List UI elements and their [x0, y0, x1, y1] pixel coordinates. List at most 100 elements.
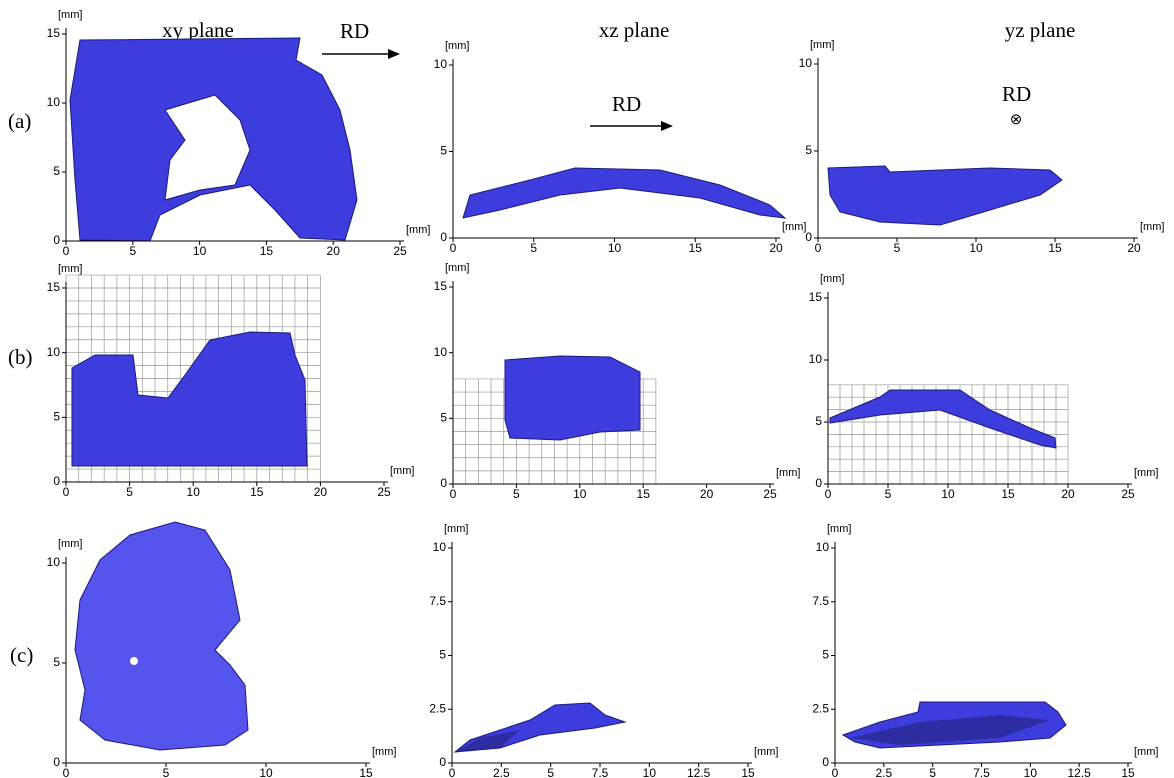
y-tick-label: 10 [799, 56, 813, 70]
x-tick-label: 25 [763, 487, 777, 501]
x-axis-unit: [mm] [1134, 746, 1158, 758]
x-tick-label: 10 [259, 766, 273, 778]
x-tick-label: 25 [1121, 487, 1135, 501]
x-tick-label: 12.5 [1067, 766, 1091, 778]
x-tick-label: 20 [314, 485, 328, 499]
x-tick-label: 15 [359, 766, 373, 778]
x-axis-unit: [mm] [1140, 221, 1164, 233]
x-axis-unit: [mm] [1134, 467, 1158, 479]
row-label: (c) [10, 643, 33, 667]
y-tick-label: 0 [805, 230, 812, 244]
x-tick-label: 0 [832, 766, 839, 778]
x-tick-label: 20 [1061, 487, 1075, 501]
shape [69, 37, 358, 242]
shape [462, 167, 787, 219]
x-tick-label: 7.5 [973, 766, 990, 778]
x-tick-label: 7.5 [592, 766, 609, 778]
x-tick-label: 25 [377, 485, 391, 499]
y-tick-label: 5 [440, 144, 447, 158]
y-tick-label: 5 [815, 414, 822, 428]
x-axis-unit: [mm] [372, 746, 396, 758]
y-tick-label: 0 [53, 233, 60, 247]
y-tick-label: 2.5 [429, 701, 446, 715]
shade [455, 730, 520, 752]
x-tick-label: 5 [129, 244, 136, 258]
y-tick-label: 10 [47, 345, 61, 359]
y-tick-label: 0 [53, 474, 60, 488]
y-tick-label: 15 [809, 290, 823, 304]
y-tick-label: 5 [53, 655, 60, 669]
x-tick-label: 25 [393, 244, 407, 258]
y-axis-unit: [mm] [827, 523, 851, 535]
y-tick-label: 0 [822, 755, 829, 769]
y-tick-label: 7.5 [812, 594, 829, 608]
x-tick-label: 0 [449, 766, 456, 778]
y-tick-label: 15 [434, 279, 448, 293]
x-tick-label: 20 [1127, 241, 1141, 255]
x-axis-unit: [mm] [406, 224, 430, 236]
x-tick-label: 15 [689, 241, 703, 255]
x-tick-label: 10 [193, 244, 207, 258]
y-tick-label: 0 [440, 476, 447, 490]
x-tick-label: 15 [1001, 487, 1015, 501]
arrow-head [388, 49, 400, 59]
shape [74, 521, 249, 751]
x-tick-label: 5 [513, 487, 520, 501]
y-tick-label: 0 [53, 755, 60, 769]
x-tick-label: 10 [969, 241, 983, 255]
y-tick-label: 5 [822, 648, 829, 662]
x-tick-label: 0 [825, 487, 832, 501]
shape [71, 331, 308, 467]
shape [827, 165, 1063, 226]
y-axis-unit: [mm] [445, 262, 469, 274]
x-tick-label: 5 [547, 766, 554, 778]
column-title: xz plane [599, 18, 670, 42]
y-tick-label: 10 [434, 345, 448, 359]
y-tick-label: 0 [440, 230, 447, 244]
x-tick-label: 0 [450, 487, 457, 501]
x-tick-label: 0 [63, 244, 70, 258]
x-tick-label: 5 [163, 766, 170, 778]
y-axis-unit: [mm] [58, 538, 82, 550]
x-tick-label: 15 [260, 244, 274, 258]
x-tick-label: 0 [63, 766, 70, 778]
x-tick-label: 10 [941, 487, 955, 501]
y-tick-label: 7.5 [429, 594, 446, 608]
hole [130, 657, 138, 665]
x-tick-label: 15 [637, 487, 651, 501]
x-tick-label: 10 [608, 241, 622, 255]
axes: 0 5 10 15 20 25 0 5 10 15 [mm] [mm] 0 5 10 15 20 0 5 10 [mm]… [47, 9, 1165, 778]
x-tick-label: 0 [450, 241, 457, 255]
annotation: RD [340, 19, 369, 43]
column-title: yz plane [1005, 18, 1076, 42]
x-tick-label: 5 [126, 485, 133, 499]
x-axis-unit: [mm] [754, 746, 778, 758]
x-tick-label: 10 [1024, 766, 1038, 778]
x-tick-label: 5 [885, 487, 892, 501]
x-tick-label: 15 [741, 766, 755, 778]
y-tick-label: 10 [47, 555, 61, 569]
y-tick-label: 10 [433, 540, 447, 554]
x-tick-label: 10 [643, 766, 657, 778]
x-tick-label: 20 [769, 241, 783, 255]
x-tick-label: 10 [187, 485, 201, 499]
x-tick-label: 5 [530, 241, 537, 255]
y-axis-unit: [mm] [445, 40, 469, 52]
y-tick-label: 10 [816, 540, 830, 554]
y-tick-label: 10 [434, 57, 448, 71]
x-tick-label: 15 [1048, 241, 1062, 255]
x-axis-unit: [mm] [776, 467, 800, 479]
y-tick-label: 5 [805, 143, 812, 157]
y-axis-unit: [mm] [820, 273, 844, 285]
y-tick-label: 15 [47, 26, 61, 40]
y-tick-label: 2.5 [812, 701, 829, 715]
x-tick-label: 0 [815, 241, 822, 255]
y-tick-label: 5 [439, 648, 446, 662]
y-tick-label: 5 [53, 164, 60, 178]
y-tick-label: 5 [440, 411, 447, 425]
x-tick-label: 15 [1121, 766, 1135, 778]
x-tick-label: 15 [250, 485, 264, 499]
x-axis-unit: [mm] [390, 465, 414, 477]
annotation: RD [1002, 82, 1031, 106]
